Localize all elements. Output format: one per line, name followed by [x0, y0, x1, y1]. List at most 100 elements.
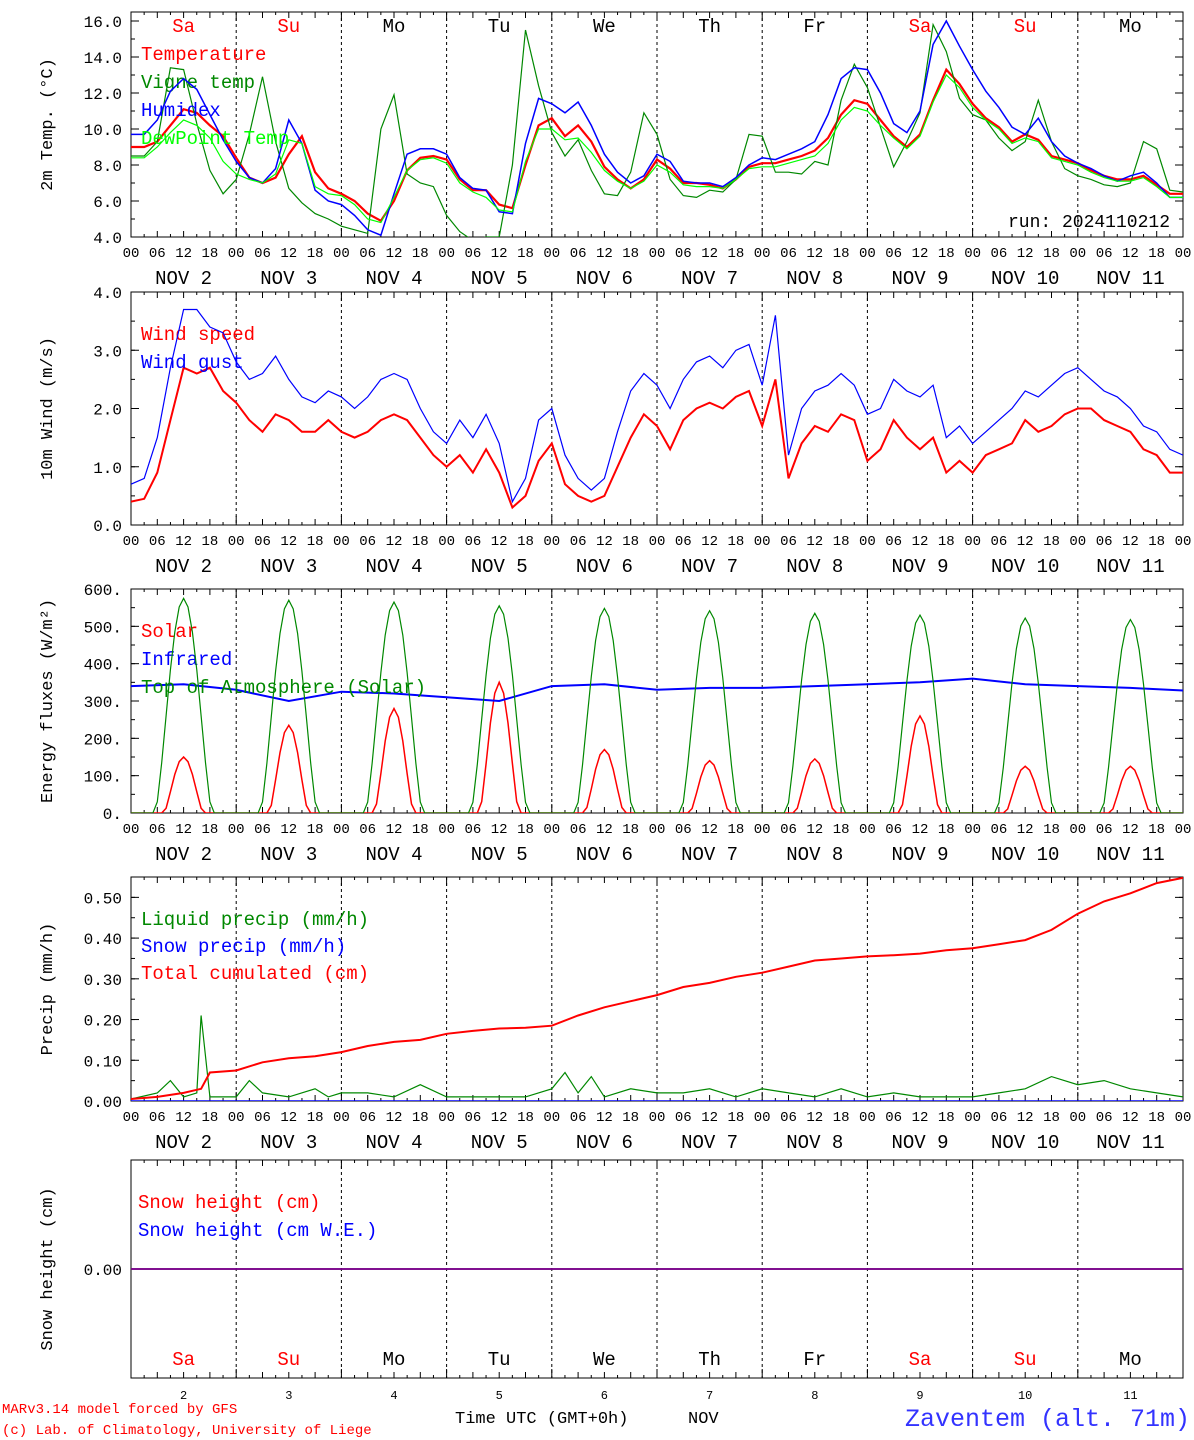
panel-5: 0.00 Snow height (cm) Snow height (cm) Snow… [39, 1159, 1184, 1379]
date-label: NOV 2 [155, 556, 212, 578]
hour-tick-label: 18 [622, 822, 639, 838]
hour-tick-label: 00 [964, 1110, 981, 1126]
bottom-day-number: 5 [496, 1389, 503, 1403]
day-header-top: Su [277, 16, 300, 38]
bottom-day-number: 8 [811, 1389, 818, 1403]
date-label: NOV 11 [1096, 556, 1164, 578]
hour-tick-label: 12 [596, 246, 613, 262]
hour-tick-label: 00 [1069, 1110, 1086, 1126]
hour-tick-label: 12 [596, 1110, 613, 1126]
hour-tick-label: 12 [1017, 246, 1034, 262]
series-line-infrared [131, 677, 1183, 703]
hour-tick-label: 18 [517, 1110, 534, 1126]
hour-tick-label: 18 [833, 822, 850, 838]
hour-tick-label: 06 [359, 534, 376, 550]
hour-tick-label: 12 [280, 534, 297, 550]
hour-tick-label: 18 [727, 534, 744, 550]
hour-tick-label: 18 [412, 822, 429, 838]
bottom-day-number: 10 [1018, 1389, 1032, 1403]
day-header-top: Mo [1119, 16, 1142, 38]
y-tick-label: 2.0 [93, 402, 122, 420]
date-label: NOV 8 [786, 844, 843, 866]
hour-tick-label: 00 [333, 246, 350, 262]
hour-tick-label: 18 [622, 1110, 639, 1126]
date-label: NOV 6 [576, 556, 633, 578]
hour-tick-label: 00 [1069, 534, 1086, 550]
hour-tick-label: 00 [123, 822, 140, 838]
day-header-bottom: Fr [803, 1349, 826, 1371]
hour-tick-label: 00 [228, 1110, 245, 1126]
hour-tick-label: 00 [438, 1110, 455, 1126]
y-tick-label: 0.10 [84, 1053, 122, 1071]
hour-tick-label: 18 [1043, 246, 1060, 262]
day-header-top: Sa [172, 16, 195, 38]
date-label: NOV 11 [1096, 844, 1164, 866]
hour-tick-label: 06 [780, 534, 797, 550]
y-tick-label: 8.0 [93, 158, 122, 176]
day-header-top: Fr [803, 16, 826, 38]
hour-tick-label: 12 [806, 246, 823, 262]
legend-entry: Wind gust [141, 352, 244, 374]
hour-tick-label: 00 [228, 246, 245, 262]
date-label: NOV 6 [576, 268, 633, 290]
hour-tick-label: 06 [254, 534, 271, 550]
hour-tick-label: 18 [622, 534, 639, 550]
hour-tick-label: 06 [570, 246, 587, 262]
hour-tick-label: 18 [1043, 1110, 1060, 1126]
y-tick-label: 500. [84, 619, 122, 637]
hour-tick-label: 18 [517, 246, 534, 262]
hour-tick-label: 00 [1069, 246, 1086, 262]
date-label: NOV 10 [991, 844, 1059, 866]
hour-tick-label: 06 [1096, 822, 1113, 838]
hour-tick-label: 00 [543, 822, 560, 838]
y-tick-label: 3.0 [93, 343, 122, 361]
legend-entry: Total cumulated (cm) [141, 963, 369, 985]
hour-tick-label: 18 [412, 246, 429, 262]
day-header-bottom: Mo [383, 1349, 406, 1371]
date-label: NOV 9 [891, 556, 948, 578]
legend-entry: Liquid precip (mm/h) [141, 909, 369, 931]
hour-tick-label: 06 [464, 822, 481, 838]
hour-tick-label: 00 [123, 1110, 140, 1126]
bottom-day-number: 7 [706, 1389, 713, 1403]
hour-tick-label: 12 [491, 246, 508, 262]
hour-tick-label: 00 [649, 1110, 666, 1126]
hour-tick-label: 00 [754, 822, 771, 838]
hour-tick-label: 12 [280, 822, 297, 838]
day-header-bottom: Su [277, 1349, 300, 1371]
hour-tick-label: 06 [675, 1110, 692, 1126]
bottom-day-number: 9 [916, 1389, 923, 1403]
hour-tick-label: 06 [464, 534, 481, 550]
series-line-dewpoint-temp [131, 73, 1183, 224]
y-tick-label: 200. [84, 731, 122, 749]
hour-tick-label: 12 [1122, 822, 1139, 838]
legend-entry: Temperature [141, 44, 266, 66]
hour-tick-label: 06 [780, 1110, 797, 1126]
hour-tick-label: 12 [175, 1110, 192, 1126]
date-label: NOV 3 [260, 844, 317, 866]
y-tick-label: 0.00 [84, 1094, 122, 1112]
hour-tick-label: 18 [938, 822, 955, 838]
date-label: NOV 5 [471, 268, 528, 290]
hour-tick-label: 12 [175, 822, 192, 838]
bottom-day-number: 3 [285, 1389, 292, 1403]
hour-tick-label: 00 [1175, 534, 1192, 550]
hour-tick-label: 12 [280, 1110, 297, 1126]
hour-tick-label: 00 [964, 246, 981, 262]
hour-tick-label: 18 [307, 1110, 324, 1126]
hour-tick-label: 12 [596, 822, 613, 838]
hour-tick-label: 12 [806, 822, 823, 838]
hour-tick-label: 06 [254, 246, 271, 262]
legend-entry: Wind speed [141, 324, 255, 346]
series-line-total-cumulated-cm- [131, 877, 1183, 1100]
footer: MARv3.14 model forced by GFS (c) Lab. of… [2, 1402, 1190, 1439]
hour-tick-label: 00 [649, 246, 666, 262]
y-tick-label: 0.00 [84, 1262, 122, 1280]
hour-tick-label: 06 [675, 534, 692, 550]
hour-tick-label: 18 [727, 822, 744, 838]
hour-tick-label: 06 [570, 534, 587, 550]
date-label: NOV 7 [681, 1132, 738, 1154]
hour-tick-label: 00 [1175, 822, 1192, 838]
y-tick-label: 12.0 [84, 86, 122, 104]
